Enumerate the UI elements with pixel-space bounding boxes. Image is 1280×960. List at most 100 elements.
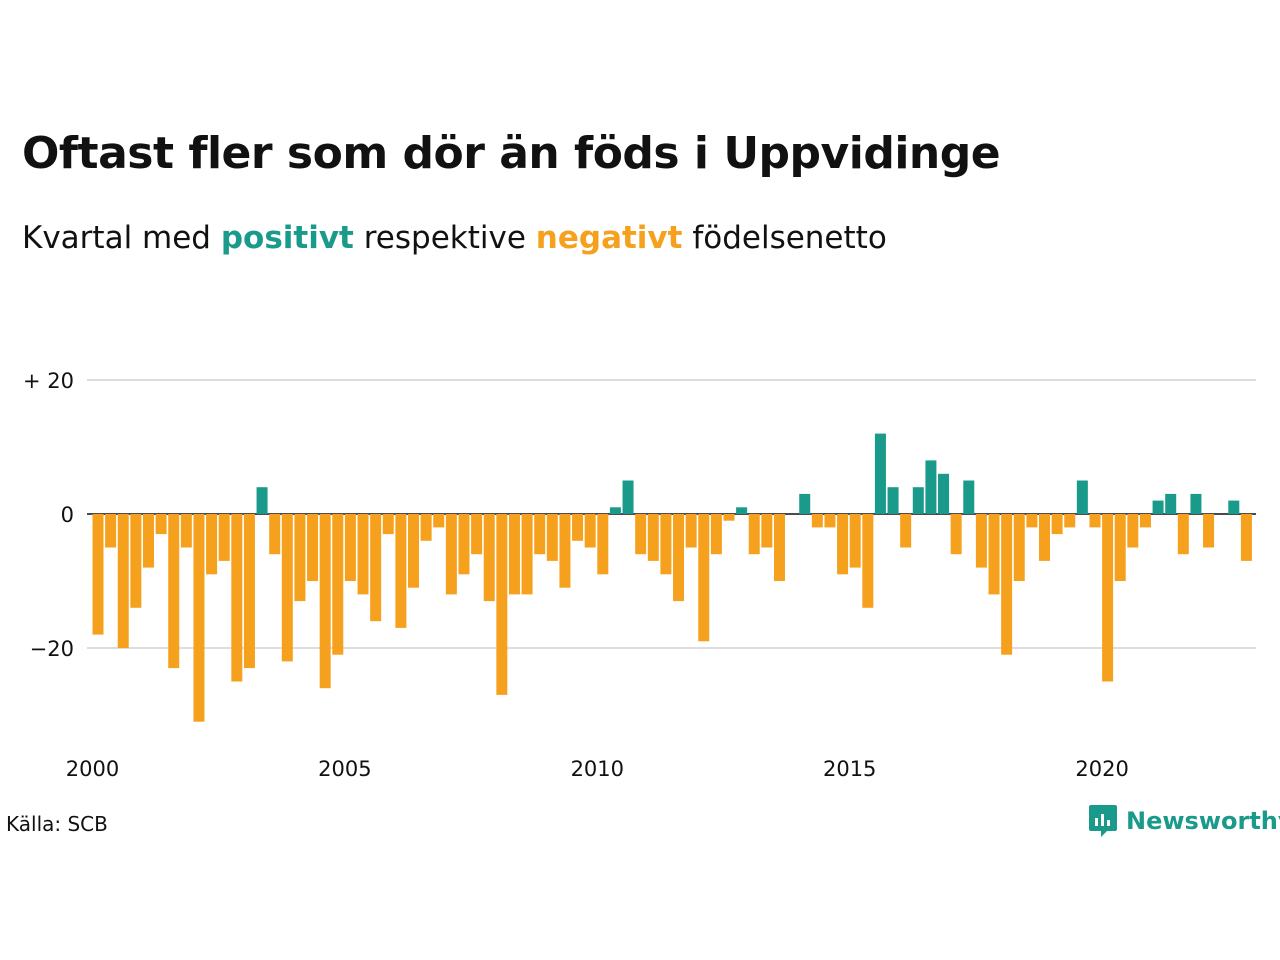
y-tick-label: + 20: [23, 369, 74, 393]
bars: [92, 433, 1252, 722]
y-tick-label: 0: [61, 503, 74, 527]
bar: [660, 514, 672, 575]
subtitle-text-1: Kvartal med: [22, 220, 221, 256]
bar: [483, 514, 495, 602]
bar: [1051, 514, 1063, 535]
bar: [597, 514, 609, 575]
bar: [433, 514, 445, 528]
subtitle-text-3: födelsenetto: [682, 220, 887, 256]
bar: [307, 514, 319, 581]
bar: [1190, 493, 1202, 514]
bar: [256, 487, 268, 514]
bar: [168, 514, 180, 669]
bar: [445, 514, 457, 595]
bar: [1026, 514, 1038, 528]
bar: [546, 514, 558, 561]
subtitle-text-2: respektive: [353, 220, 536, 256]
bar: [105, 514, 117, 548]
bar: [609, 507, 621, 514]
bar: [559, 514, 571, 588]
bar: [673, 514, 685, 602]
bar: [811, 514, 823, 528]
bar: [938, 473, 950, 514]
subtitle-negative-label: negativt: [535, 220, 683, 256]
bar: [370, 514, 382, 622]
bar: [912, 487, 924, 514]
bar: [584, 514, 596, 548]
bar: [1152, 500, 1164, 514]
bar: [698, 514, 710, 642]
newsworthy-logo-icon: [1089, 805, 1117, 837]
bar: [180, 514, 192, 548]
bar: [773, 514, 785, 581]
bar: [647, 514, 659, 561]
bar: [1039, 514, 1050, 561]
x-tick-label: 2010: [571, 757, 624, 781]
bar: [281, 514, 293, 662]
bar: [508, 514, 520, 595]
bar: [1165, 493, 1177, 514]
bar: [117, 514, 129, 648]
bar: [862, 514, 874, 608]
bar: [900, 514, 912, 548]
bar: [1139, 514, 1151, 528]
brand-name: Newsworthy: [1126, 807, 1280, 835]
bar: [1228, 500, 1240, 514]
bar: [837, 514, 849, 575]
bar: [1240, 514, 1252, 561]
bar: [1001, 514, 1013, 655]
bar: [963, 480, 975, 514]
bar: [950, 514, 962, 555]
subtitle-positive-label: positivt: [220, 220, 354, 256]
bar: [925, 460, 937, 514]
bar: [206, 514, 218, 575]
x-tick-label: 2020: [1075, 757, 1128, 781]
bar: [1114, 514, 1126, 581]
bar: [1127, 514, 1139, 548]
bar: [1064, 514, 1076, 528]
x-tick-label: 2015: [823, 757, 876, 781]
bar-chart: + 20 0 −20 2000 2005 2010 2015 2020: [23, 369, 1256, 781]
bar: [142, 514, 154, 568]
bar: [294, 514, 306, 602]
bar: [1089, 514, 1101, 528]
bar: [243, 514, 255, 669]
bar: [382, 514, 394, 535]
bar: [723, 514, 735, 521]
bar: [395, 514, 407, 628]
bar: [155, 514, 167, 535]
x-tick-label: 2005: [318, 757, 371, 781]
bar: [357, 514, 369, 595]
bar: [319, 514, 331, 689]
bar: [269, 514, 281, 555]
bar: [736, 507, 748, 514]
bar: [748, 514, 760, 555]
bar: [332, 514, 344, 655]
bar: [849, 514, 861, 568]
bar: [874, 433, 886, 514]
bar: [1013, 514, 1025, 581]
bar: [521, 514, 533, 595]
bar: [622, 480, 634, 514]
bar: [685, 514, 697, 548]
brand-logo: Newsworthy: [1088, 803, 1280, 839]
bar: [710, 514, 722, 555]
bar: [1177, 514, 1189, 555]
bar: [231, 514, 243, 682]
y-tick-label: −20: [30, 637, 74, 661]
bar: [572, 514, 584, 541]
chart-subtitle: Kvartal med positivt respektive negativt…: [22, 220, 887, 256]
bar: [92, 514, 104, 635]
bar: [887, 487, 899, 514]
bar: [988, 514, 1000, 595]
bar: [420, 514, 432, 541]
bar: [471, 514, 483, 555]
x-tick-label: 2000: [66, 757, 119, 781]
bar: [1203, 514, 1215, 548]
bar: [1076, 480, 1088, 514]
bar: [218, 514, 230, 561]
axis-labels: + 20 0 −20 2000 2005 2010 2015 2020: [23, 369, 1129, 781]
bar: [130, 514, 142, 608]
bar: [635, 514, 647, 555]
bar: [824, 514, 836, 528]
